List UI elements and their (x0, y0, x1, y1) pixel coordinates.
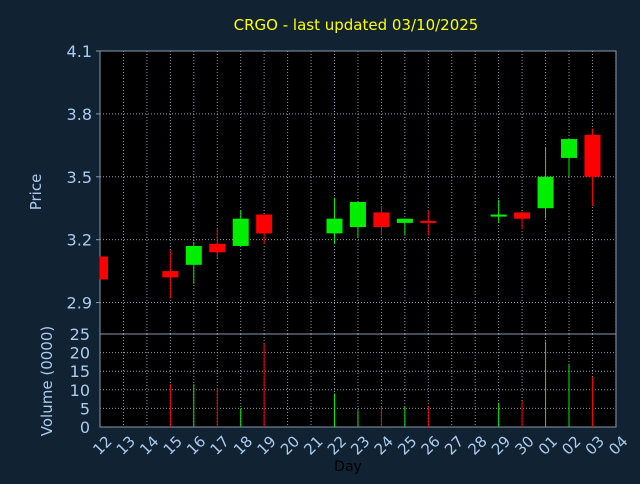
price-panel: 2.9 3.2 3.5 3.8 4.1 (67, 42, 617, 335)
candle-body (584, 134, 601, 177)
price-tick-label: 2.9 (67, 294, 92, 313)
candle-body (162, 271, 179, 278)
price-tick-label: 3.8 (67, 105, 92, 124)
candle-body (256, 214, 273, 234)
candle-body (420, 220, 437, 223)
volume-tick-label: 10 (70, 381, 90, 400)
volume-tick-label: 0 (80, 418, 90, 437)
price-tick-label: 3.2 (67, 231, 92, 250)
candle-body (490, 214, 507, 217)
candle-body (514, 212, 531, 219)
candle-body (396, 218, 413, 223)
candle-body (537, 176, 554, 209)
candle-body (349, 201, 366, 228)
price-tick-label: 3.5 (67, 168, 92, 187)
price-tick-label: 4.1 (67, 42, 92, 61)
x-axis: 1213141516171819202122232425262728293001… (89, 432, 631, 458)
volume-tick-label: 15 (70, 362, 90, 381)
volume-tick-label: 5 (80, 399, 90, 418)
volume-tick-label: 25 (70, 325, 90, 344)
chart-title: CRGO - last updated 03/10/2025 (234, 16, 479, 34)
candle-body (185, 245, 202, 265)
candle-body (209, 243, 226, 253)
volume-axis-label: Volume (0000) (38, 326, 56, 436)
volume-tick-label: 20 (70, 344, 90, 363)
candle-body (326, 218, 343, 234)
candle-body (232, 218, 249, 246)
x-axis-label: Day (334, 459, 362, 475)
candle-body (100, 256, 108, 280)
candle-body (561, 139, 577, 158)
candle-body (373, 212, 390, 228)
price-axis-label: Price (27, 174, 45, 211)
